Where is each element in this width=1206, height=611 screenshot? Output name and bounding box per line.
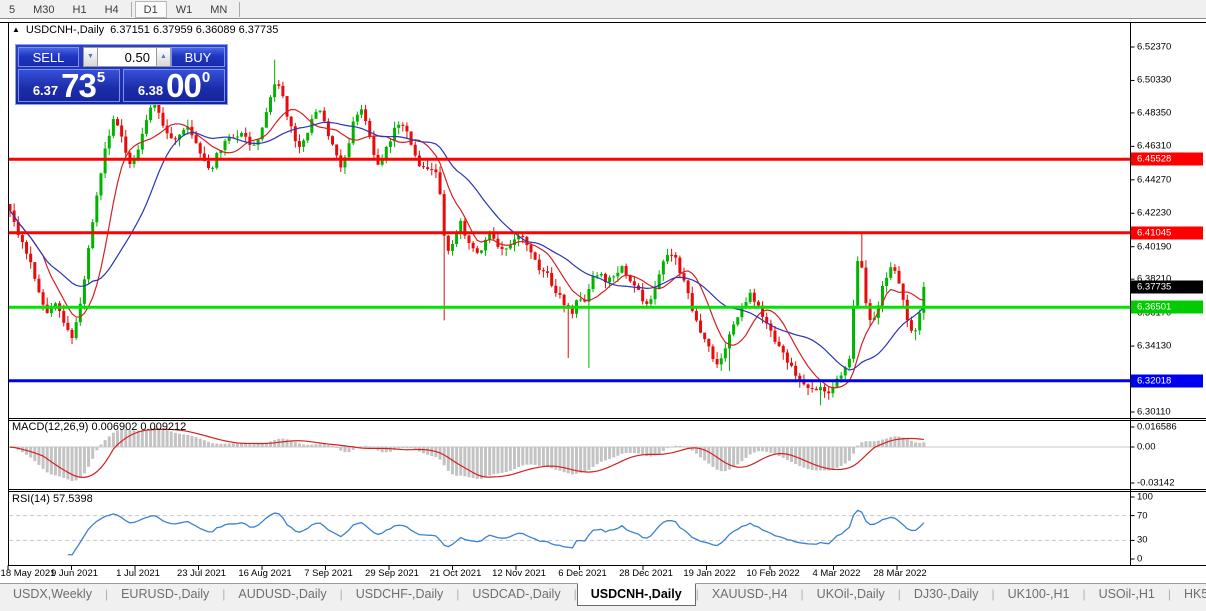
volume-input[interactable]	[97, 47, 156, 67]
rsi-indicator-label: RSI(14) 57.5398	[12, 493, 93, 505]
date-tick-label: 28 Dec 2021	[619, 568, 673, 579]
timeframe-button-mn[interactable]: MN	[210, 3, 228, 16]
toolbar-separator	[239, 1, 241, 17]
date-tick-label: 9 Jun 2021	[50, 568, 99, 579]
rsi-tick-label: 0	[1137, 553, 1143, 565]
date-tick-label: 28 Mar 2022	[873, 568, 927, 579]
chart-window: ▲ USDCNH-,Daily 6.37151 6.37959 6.36089 …	[0, 20, 1206, 583]
macd-tick-label: 0.00	[1137, 441, 1156, 453]
price-tick-label: 6.38210	[1137, 273, 1172, 285]
tab-separator: |	[695, 587, 699, 601]
one-click-trade-widget: SELL ▼ ▲ BUY 6.37 73 5 6.38 00 0	[15, 44, 228, 105]
volume-up-icon: ▲	[159, 53, 167, 60]
volume-up-button[interactable]: ▲	[155, 47, 171, 67]
price-tick-label: 6.50330	[1137, 74, 1172, 86]
tab-xauusd-h4[interactable]: XAUUSD-,H4	[711, 587, 788, 601]
ask-price-big: 00	[166, 66, 202, 104]
chart-symbol-label: USDCNH-,Daily	[25, 24, 105, 36]
macd-tick-label: -0.03142	[1137, 477, 1175, 489]
tab-usdx-weekly[interactable]: USDX,Weekly	[13, 587, 92, 601]
collapse-arrow-icon[interactable]: ▲	[12, 24, 20, 34]
timeframe-button-m30[interactable]: M30	[33, 3, 55, 16]
price-tick-label: 6.46310	[1137, 140, 1172, 152]
tab-separator: |	[222, 587, 226, 601]
date-tick-label: 18 May 2021	[0, 568, 56, 579]
tab-separator: |	[104, 587, 109, 601]
tab-separator: |	[991, 587, 995, 601]
price-tick-label: 6.34130	[1137, 340, 1172, 352]
tab-usdchf-daily[interactable]: USDCHF-,Daily	[355, 587, 444, 601]
bid-price-big: 73	[61, 66, 97, 104]
date-tick-label: 12 Nov 2021	[492, 568, 546, 579]
timeframe-button-5[interactable]: 5	[9, 3, 16, 16]
timeframe-button-d1[interactable]: D1	[134, 0, 167, 18]
date-tick-label: 16 Aug 2021	[238, 568, 292, 579]
price-tick-label: 6.42230	[1137, 207, 1172, 219]
date-tick-label: 6 Dec 2021	[558, 568, 607, 579]
chart-title: ▲ USDCNH-,Daily 6.37151 6.37959 6.36089 …	[12, 24, 278, 36]
timeframe-button-h1[interactable]: H1	[72, 3, 87, 16]
price-tick-label: 6.44270	[1137, 174, 1172, 186]
rsi-tick-label: 30	[1137, 534, 1148, 546]
date-tick-label: 23 Jul 2021	[176, 568, 227, 579]
tab-separator: |	[339, 587, 343, 601]
volume-stepper: ▼ ▲	[82, 47, 171, 67]
price-tick-label: 6.30110	[1137, 406, 1171, 418]
rsi-tick-label: 70	[1137, 510, 1148, 522]
tab-usoil-h1[interactable]: USOil-,H1	[1098, 587, 1155, 601]
date-tick-label: 7 Sep 2021	[304, 568, 353, 579]
bid-price-display[interactable]: 6.37 73 5	[18, 69, 120, 102]
rsi-tick-label: 100	[1137, 491, 1153, 503]
ask-price-sup: 0	[201, 69, 211, 86]
price-chart-canvas[interactable]	[0, 20, 1206, 583]
ask-price-display[interactable]: 6.38 00 0	[123, 69, 225, 102]
tab-separator: |	[1167, 587, 1171, 601]
price-level-badge: 6.32018	[1131, 374, 1203, 388]
timeframe-button-h4[interactable]: H4	[104, 3, 119, 16]
tab-separator: |	[573, 587, 577, 601]
date-tick-label: 10 Feb 2022	[746, 568, 800, 579]
symbol-tabbar: USDX,Weekly | EURUSD-,Daily | AUDUSD-,Daily |…	[0, 583, 1206, 611]
price-level-badge: 6.41045	[1131, 226, 1203, 240]
price-level-badge: 6.45528	[1131, 152, 1203, 166]
date-tick-label: 1 Jul 2021	[116, 568, 160, 579]
price-level-badge: 6.36501	[1131, 300, 1203, 314]
tab-separator: |	[456, 587, 460, 601]
timeframe-toolbar: 5 M30 H1 H4 D1 W1 MN	[0, 0, 1206, 19]
tab-eurusd-daily[interactable]: EURUSD-,Daily	[121, 587, 210, 601]
tab-dj30-daily[interactable]: DJ30-,Daily	[913, 587, 979, 601]
price-level-badge: 6.37735	[1131, 280, 1203, 294]
timeframe-button-w1[interactable]: W1	[175, 3, 193, 16]
tab-usdcad-daily[interactable]: USDCAD-,Daily	[472, 587, 561, 601]
volume-down-button[interactable]: ▼	[82, 47, 98, 67]
macd-indicator-label: MACD(12,26,9) 0.006902 0.009212	[12, 421, 187, 433]
chart-ohlc-values: 6.37151 6.37959 6.36089 6.37735	[110, 24, 279, 36]
bid-price-sup: 5	[96, 69, 106, 86]
tab-separator: |	[800, 587, 804, 601]
tab-hk50-h1[interactable]: HK50-,H1	[1183, 587, 1206, 601]
bid-price-prefix: 6.37	[32, 83, 59, 98]
toolbar-separator	[130, 1, 132, 17]
date-tick-label: 4 Mar 2022	[812, 568, 861, 579]
date-tick-label: 29 Sep 2021	[365, 568, 419, 579]
ask-price-prefix: 6.38	[137, 83, 164, 98]
volume-down-icon: ▼	[86, 53, 94, 60]
date-tick-label: 19 Jan 2022	[683, 568, 736, 579]
macd-tick-label: 0.016586	[1137, 421, 1177, 433]
sell-button[interactable]: SELL	[18, 47, 79, 67]
price-tick-label: 6.52370	[1137, 41, 1172, 53]
date-tick-label: 21 Oct 2021	[429, 568, 482, 579]
tab-ukoil-daily[interactable]: UKOil-,Daily	[816, 587, 885, 601]
price-tick-label: 6.40190	[1137, 241, 1172, 253]
tab-separator: |	[897, 587, 901, 601]
tab-usdcnh-daily[interactable]: USDCNH-,Daily	[576, 583, 696, 606]
price-tick-label: 6.48350	[1137, 107, 1172, 119]
tab-audusd-daily[interactable]: AUDUSD-,Daily	[238, 587, 327, 601]
buy-button[interactable]: BUY	[170, 47, 225, 67]
tab-separator: |	[1082, 587, 1086, 601]
tab-uk100-h1[interactable]: UK100-,H1	[1007, 587, 1070, 601]
